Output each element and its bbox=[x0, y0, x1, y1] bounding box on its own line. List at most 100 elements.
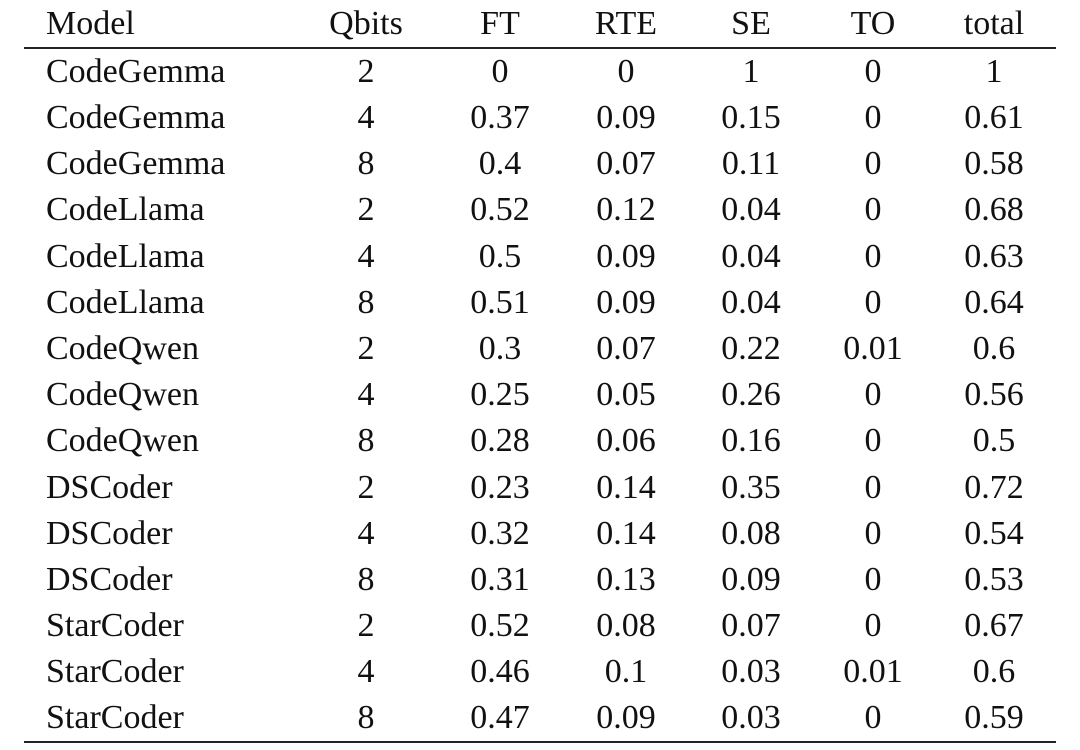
cell-total: 0.68 bbox=[964, 191, 1024, 229]
cell-ft: 0.3 bbox=[478, 330, 522, 368]
cell-to: 0 bbox=[864, 99, 882, 137]
cell-ft: 0.31 bbox=[470, 560, 530, 598]
cell-se: 0.08 bbox=[721, 514, 781, 552]
cell-se: 0.03 bbox=[688, 695, 814, 744]
cell-rte: 0.1 bbox=[604, 653, 648, 691]
cell-to: 0 bbox=[864, 607, 882, 645]
cell-qbits: 4 bbox=[357, 653, 375, 691]
header-row: Model Qbits FT RTE SE TO total bbox=[24, 0, 1056, 49]
cell-qbits: 2 bbox=[357, 191, 375, 229]
cell-to: 0 bbox=[864, 237, 882, 275]
cell-rte: 0.09 bbox=[564, 695, 688, 744]
cell-to: 0 bbox=[864, 560, 882, 598]
cell-total: 0.56 bbox=[964, 376, 1024, 414]
cell-se: 0.07 bbox=[721, 607, 781, 645]
cell-ft: 0.37 bbox=[470, 99, 530, 137]
cell-rte: 0.07 bbox=[596, 330, 656, 368]
table-row: CodeGemma 4 0.37 0.09 0.15 0 0.61 bbox=[24, 95, 1056, 141]
cell-model: StarCoder bbox=[46, 607, 184, 645]
cell-ft: 0.23 bbox=[470, 468, 530, 506]
cell-rte: 0.06 bbox=[596, 422, 656, 460]
cell-model: CodeLlama bbox=[46, 191, 205, 229]
cell-se: 0.26 bbox=[721, 376, 781, 414]
cell-se: 0.16 bbox=[721, 422, 781, 460]
table-row: DSCoder 2 0.23 0.14 0.35 0 0.72 bbox=[24, 465, 1056, 511]
cell-total: 0.54 bbox=[964, 514, 1024, 552]
cell-model: StarCoder bbox=[24, 695, 296, 744]
cell-rte: 0.12 bbox=[596, 191, 656, 229]
cell-to: 0 bbox=[864, 145, 882, 183]
cell-se: 1 bbox=[742, 53, 760, 90]
header-total: total bbox=[932, 0, 1056, 49]
cell-ft: 0.4 bbox=[478, 145, 522, 183]
cell-ft: 0.32 bbox=[470, 514, 530, 552]
table-body: CodeGemma 2 0 0 1 0 1 CodeGemma 4 0.37 0.09 0.15 0 0.… bbox=[24, 48, 1056, 744]
cell-qbits: 2 bbox=[357, 53, 375, 90]
table-row: StarCoder 2 0.52 0.08 0.07 0 0.67 bbox=[24, 603, 1056, 649]
cell-rte: 0.09 bbox=[596, 283, 656, 321]
cell-total: 0.67 bbox=[964, 607, 1024, 645]
cell-qbits: 8 bbox=[357, 422, 375, 460]
cell-model: DSCoder bbox=[46, 514, 173, 552]
cell-to: 0 bbox=[864, 422, 882, 460]
table-row: DSCoder 4 0.32 0.14 0.08 0 0.54 bbox=[24, 511, 1056, 557]
cell-qbits: 4 bbox=[357, 514, 375, 552]
cell-ft: 0.52 bbox=[470, 607, 530, 645]
cell-total: 0.5 bbox=[972, 422, 1016, 460]
cell-total: 0.58 bbox=[964, 145, 1024, 183]
cell-total: 0.53 bbox=[964, 560, 1024, 598]
cell-to: 0 bbox=[864, 514, 882, 552]
cell-qbits: 2 bbox=[357, 607, 375, 645]
table-row: CodeQwen 2 0.3 0.07 0.22 0.01 0.6 bbox=[24, 326, 1056, 372]
cell-total: 0.59 bbox=[932, 695, 1056, 744]
cell-model: CodeLlama bbox=[46, 237, 205, 275]
cell-to: 0 bbox=[864, 468, 882, 506]
cell-se: 0.35 bbox=[721, 468, 781, 506]
cell-to: 0 bbox=[864, 283, 882, 321]
cell-rte: 0.14 bbox=[596, 468, 656, 506]
cell-ft: 0.52 bbox=[470, 191, 530, 229]
table-header: Model Qbits FT RTE SE TO total bbox=[24, 0, 1056, 49]
cell-rte: 0.09 bbox=[596, 99, 656, 137]
cell-qbits: 2 bbox=[357, 330, 375, 368]
header-qbits: Qbits bbox=[296, 0, 436, 49]
cell-total: 0.72 bbox=[964, 468, 1024, 506]
cell-model: CodeQwen bbox=[46, 422, 199, 460]
cell-rte: 0 bbox=[617, 53, 635, 90]
header-ft: FT bbox=[436, 0, 564, 49]
results-table-container: Model Qbits FT RTE SE TO total CodeGemma… bbox=[24, 0, 1056, 744]
cell-model: CodeLlama bbox=[46, 283, 205, 321]
header-to: TO bbox=[814, 0, 932, 49]
cell-to: 0 bbox=[864, 376, 882, 414]
cell-model: CodeQwen bbox=[46, 330, 199, 368]
cell-model: CodeGemma bbox=[46, 53, 226, 90]
cell-total: 0.61 bbox=[964, 99, 1024, 137]
table-row: CodeLlama 4 0.5 0.09 0.04 0 0.63 bbox=[24, 234, 1056, 280]
cell-qbits: 8 bbox=[357, 145, 375, 183]
cell-model: DSCoder bbox=[46, 468, 173, 506]
cell-to: 0 bbox=[864, 53, 882, 90]
cell-total: 0.6 bbox=[972, 653, 1016, 691]
cell-qbits: 8 bbox=[357, 560, 375, 598]
table-row: CodeLlama 8 0.51 0.09 0.04 0 0.64 bbox=[24, 280, 1056, 326]
table-row: CodeLlama 2 0.52 0.12 0.04 0 0.68 bbox=[24, 187, 1056, 233]
table-row: CodeGemma 2 0 0 1 0 1 bbox=[24, 48, 1056, 95]
cell-model: CodeGemma bbox=[46, 99, 226, 137]
cell-ft: 0.51 bbox=[470, 283, 530, 321]
table-row: CodeQwen 8 0.28 0.06 0.16 0 0.5 bbox=[24, 418, 1056, 464]
table-row: CodeQwen 4 0.25 0.05 0.26 0 0.56 bbox=[24, 372, 1056, 418]
cell-se: 0.04 bbox=[721, 237, 781, 275]
table-row: DSCoder 8 0.31 0.13 0.09 0 0.53 bbox=[24, 557, 1056, 603]
cell-se: 0.11 bbox=[721, 145, 781, 183]
cell-ft: 0.5 bbox=[478, 237, 522, 275]
cell-rte: 0.05 bbox=[596, 376, 656, 414]
cell-model: CodeQwen bbox=[46, 376, 199, 414]
cell-ft: 0 bbox=[491, 53, 509, 90]
cell-ft: 0.47 bbox=[436, 695, 564, 744]
header-se: SE bbox=[688, 0, 814, 49]
cell-se: 0.22 bbox=[721, 330, 781, 368]
cell-se: 0.04 bbox=[721, 283, 781, 321]
table-row: CodeGemma 8 0.4 0.07 0.11 0 0.58 bbox=[24, 141, 1056, 187]
cell-to: 0.01 bbox=[843, 330, 903, 368]
cell-ft: 0.28 bbox=[470, 422, 530, 460]
